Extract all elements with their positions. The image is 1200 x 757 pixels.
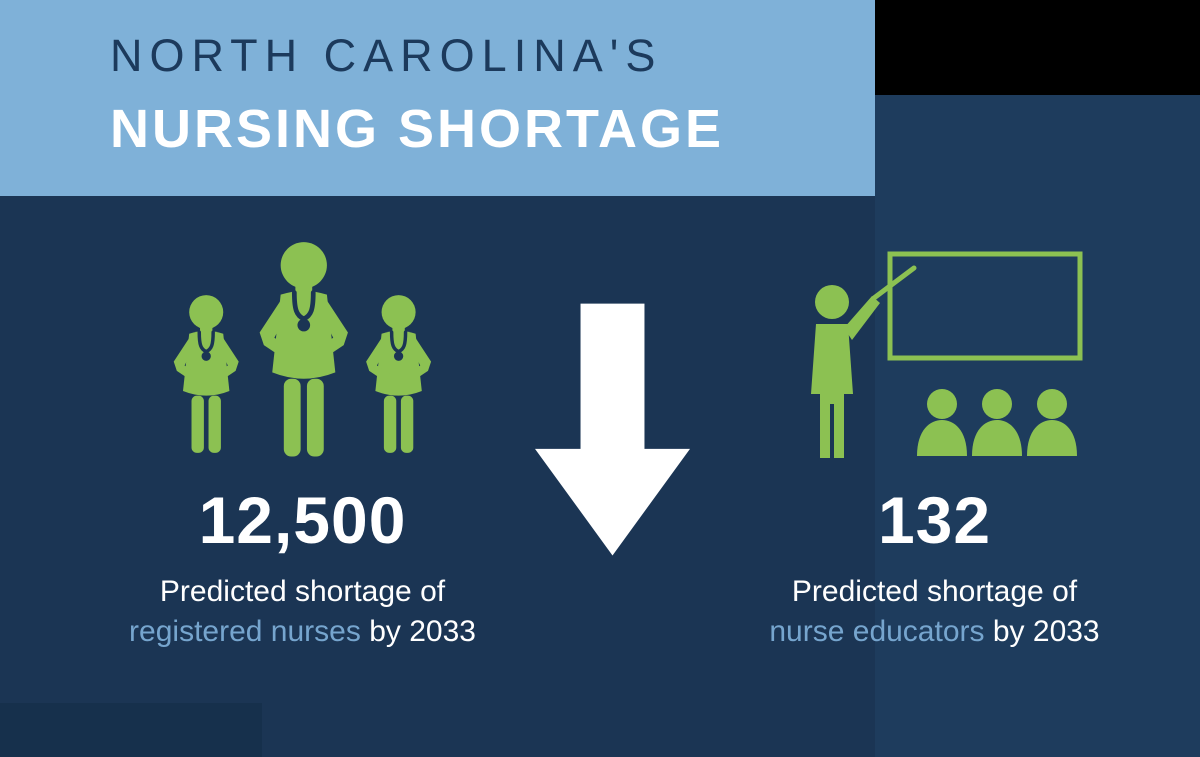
nurses-group-icon (171, 238, 433, 476)
whiteboard-outline (887, 251, 1083, 361)
top-right-black-strip (875, 0, 1200, 95)
rn-caption-suffix: by 2033 (369, 615, 476, 648)
educator-shortage-caption: Predicted shortage of nurse educators by… (712, 572, 1157, 652)
rn-caption-highlight: registered nurses (129, 615, 361, 648)
infographic-title-line1: NORTH CAROLINA'S (110, 30, 663, 81)
rn-caption-prefix: Predicted shortage of (159, 575, 446, 608)
rn-shortage-value: 12,500 (198, 483, 407, 557)
pointer-stick (871, 265, 917, 301)
rn-caption-line2: registered nurses by 2033 (80, 612, 525, 652)
rn-shortage-caption: Predicted shortage of registered nurses … (80, 572, 525, 652)
educator-caption-line2: nurse educators by 2033 (712, 612, 1157, 652)
educator-caption-prefix: Predicted shortage of (791, 575, 1078, 608)
educator-caption-suffix: by 2033 (992, 615, 1100, 648)
nurse-educator-icon (811, 251, 1083, 458)
header-banner: NORTH CAROLINA'S NURSING SHORTAGE (0, 0, 875, 196)
teacher-figure (811, 285, 880, 458)
educator-caption-highlight: nurse educators (769, 615, 985, 648)
right-background-panel (875, 0, 1200, 757)
down-arrow-icon (535, 303, 690, 556)
educator-shortage-value: 132 (877, 483, 992, 557)
infographic-title-line2: NURSING SHORTAGE (110, 99, 725, 159)
bottom-left-corner-panel (0, 703, 262, 757)
